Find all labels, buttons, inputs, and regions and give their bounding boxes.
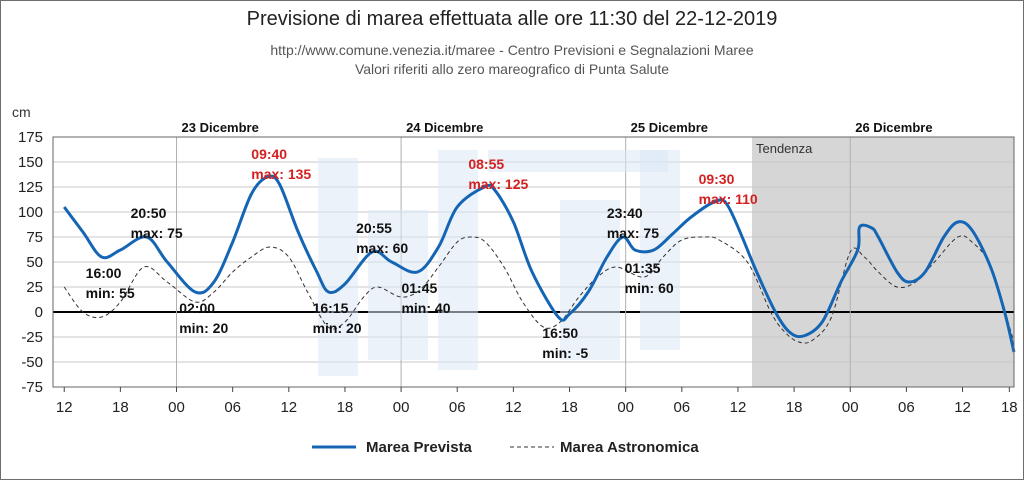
series-line-marea-prevista: [62, 174, 1016, 353]
annotation-time: 09:40: [251, 146, 287, 162]
x-tick-label: 06: [898, 399, 915, 416]
x-tick-label: 00: [168, 399, 185, 416]
x-tick-label: 18: [786, 399, 803, 416]
x-tick-label: 06: [224, 399, 241, 416]
y-tick-label: 0: [35, 304, 43, 321]
x-tick-label: 18: [337, 399, 354, 416]
y-axis-unit: cm: [12, 104, 31, 120]
x-tick-label: 00: [617, 399, 634, 416]
y-tick-label: 25: [26, 279, 43, 296]
x-tick-label: 12: [505, 399, 522, 416]
x-tick-label: 06: [673, 399, 690, 416]
annotation-value: min: 20: [179, 320, 228, 336]
annotation-value: min: 60: [625, 280, 674, 296]
y-tick-label: 125: [18, 179, 43, 196]
watermark-shape: [488, 150, 668, 172]
y-tick-label: 75: [26, 229, 43, 246]
x-tick-label: 18: [561, 399, 578, 416]
y-tick-label: -50: [21, 354, 43, 371]
y-tick-label: -75: [21, 379, 43, 396]
annotation-value: min: 40: [401, 300, 450, 316]
legend-label-marea-astronomica: Marea Astronomica: [560, 439, 699, 456]
annotation-value: max: 75: [131, 225, 183, 241]
y-tick-label: 100: [18, 204, 43, 221]
x-tick-label: 12: [730, 399, 747, 416]
reference-note: Valori riferiti allo zero mareografico d…: [354, 61, 670, 77]
watermark-shape: [560, 200, 620, 360]
annotation-value: max: 110: [699, 191, 758, 207]
y-tick-label: -25: [21, 329, 43, 346]
annotation-time: 23:40: [607, 205, 643, 221]
annotation-time: 09:30: [699, 171, 735, 187]
annotation-time: 08:55: [468, 156, 504, 172]
x-tick-label: 12: [280, 399, 297, 416]
annotation-value: max: 125: [468, 176, 528, 192]
annotation-value: max: 60: [356, 240, 408, 256]
x-tick-label: 12: [954, 399, 971, 416]
x-tick-label: 00: [842, 399, 859, 416]
watermark-shape: [438, 150, 478, 370]
annotation-value: min: -5: [542, 345, 588, 361]
watermark-shape: [640, 150, 680, 350]
day-label: 23 Dicembre: [182, 120, 259, 135]
annotation-time: 16:00: [86, 265, 122, 281]
y-tick-label: 50: [26, 254, 43, 271]
legend-label-marea-prevista: Marea Prevista: [366, 439, 473, 456]
annotation-time: 16:50: [542, 325, 578, 341]
day-label: 26 Dicembre: [855, 120, 932, 135]
x-tick-label: 12: [56, 399, 73, 416]
chart-title: Previsione di marea effettuata alle ore …: [246, 8, 778, 30]
annotation-value: min: 20: [313, 320, 362, 336]
annotation-time: 01:35: [625, 260, 661, 276]
annotation-time: 01:45: [401, 280, 437, 296]
x-tick-label: 00: [393, 399, 410, 416]
day-label: 25 Dicembre: [631, 120, 708, 135]
annotation-value: max: 75: [607, 225, 659, 241]
watermark-shape: [318, 158, 358, 376]
series-line-marea-astronomica: [63, 235, 1015, 344]
x-tick-label: 06: [449, 399, 466, 416]
annotation-time: 20:55: [356, 220, 392, 236]
annotation-value: max: 135: [251, 166, 311, 182]
watermark-shape: [368, 210, 428, 360]
source-line: http://www.comune.venezia.it/maree - Cen…: [270, 42, 754, 58]
x-tick-label: 18: [112, 399, 129, 416]
annotation-time: 20:50: [131, 205, 167, 221]
x-tick-label: 18: [1001, 399, 1018, 416]
plot-border: [52, 136, 1015, 388]
y-tick-label: 150: [18, 154, 43, 171]
annotation-time: 02:00: [179, 300, 215, 316]
annotation-time: 16:15: [313, 300, 349, 316]
trend-label: Tendenza: [756, 141, 813, 156]
y-tick-label: 175: [18, 129, 43, 146]
day-label: 24 Dicembre: [406, 120, 483, 135]
annotation-value: min: 55: [86, 285, 135, 301]
